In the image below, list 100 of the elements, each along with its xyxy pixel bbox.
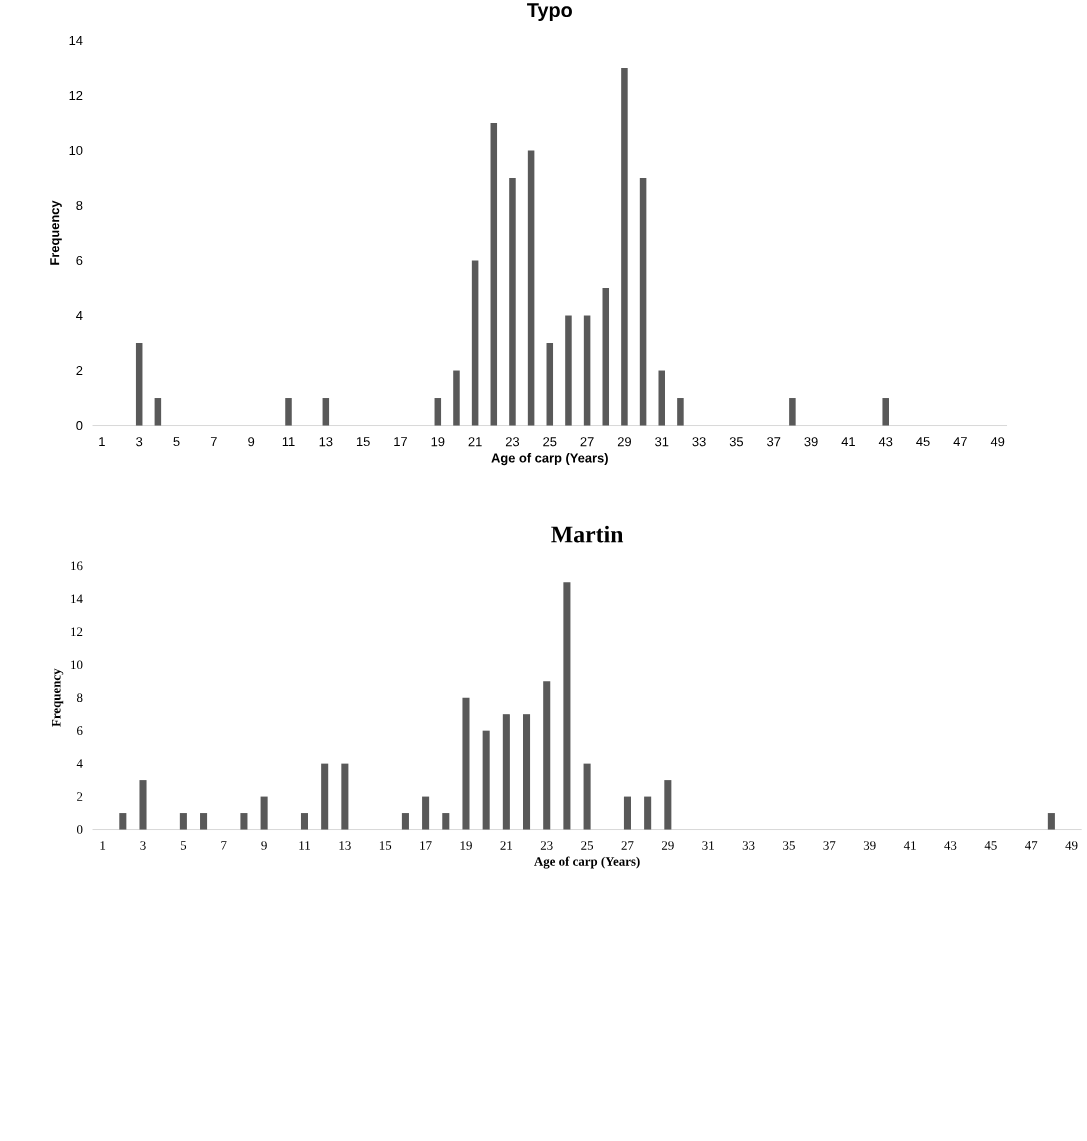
bar	[322, 398, 330, 426]
bar	[434, 398, 442, 426]
x-tick-label: 11	[282, 437, 295, 446]
x-tick-label: 47	[1025, 841, 1038, 850]
bar	[453, 370, 460, 426]
y-tick-label: 14	[71, 594, 83, 604]
y-tick-label: 0	[76, 420, 83, 431]
x-tick-label: 13	[339, 841, 351, 850]
x-tick-label: 3	[136, 437, 143, 447]
bar	[563, 582, 571, 830]
bar	[621, 67, 628, 426]
x-tick-label: 33	[692, 437, 706, 447]
x-tick-label: 37	[823, 841, 836, 850]
x-tick-label: 9	[261, 841, 267, 850]
x-tick-label: 49	[1065, 841, 1078, 850]
bar	[462, 697, 470, 830]
chart-title: Typo	[527, 3, 573, 22]
bar	[341, 763, 349, 830]
x-tick-label: 43	[944, 841, 957, 850]
bar	[482, 730, 490, 830]
y-tick-label: 10	[71, 660, 83, 670]
x-tick-label: 7	[221, 841, 227, 850]
bar	[321, 763, 329, 830]
x-tick-label: 25	[543, 437, 557, 447]
x-tick-label: 23	[541, 841, 553, 850]
bar	[490, 122, 498, 426]
x-axis-title: Age of carp (Years)	[491, 453, 609, 466]
bar	[583, 763, 591, 830]
x-tick-label: 21	[500, 841, 513, 850]
y-tick-label: 6	[76, 255, 83, 266]
bar	[584, 315, 591, 426]
bar	[200, 813, 208, 830]
x-tick-label: 27	[621, 841, 634, 850]
y-tick-label: 0	[77, 825, 83, 834]
x-tick-label: 25	[581, 841, 594, 850]
y-tick-label: 10	[69, 145, 83, 156]
x-tick-label: 49	[991, 437, 1005, 447]
bar	[882, 398, 890, 426]
bar	[528, 150, 535, 426]
x-tick-label: 1	[100, 841, 106, 850]
x-tick-label: 29	[618, 437, 632, 447]
bar	[402, 813, 410, 830]
x-tick-label: 35	[783, 841, 796, 850]
bar	[442, 813, 450, 830]
x-tick-label: 31	[655, 437, 669, 447]
y-tick-label: 8	[76, 200, 83, 211]
x-tick-label: 43	[879, 437, 893, 447]
chart-title: Martin	[551, 525, 624, 543]
x-tick-label: 29	[662, 841, 674, 850]
y-tick-label: 2	[76, 366, 83, 376]
x-tick-label: 15	[380, 841, 392, 850]
y-tick-label: 4	[76, 759, 83, 768]
bar	[640, 177, 647, 426]
y-tick-label: 2	[77, 792, 83, 801]
bar	[136, 343, 143, 426]
bar	[602, 288, 610, 426]
y-tick-label: 14	[69, 36, 83, 45]
bar	[285, 398, 292, 426]
x-tick-label: 11	[299, 841, 311, 850]
x-tick-label: 39	[864, 841, 876, 850]
bar	[154, 398, 162, 426]
x-axis-title: Age of carp (Years)	[534, 856, 640, 869]
bar	[658, 370, 666, 426]
x-tick-label: 35	[729, 437, 744, 447]
bar	[644, 796, 652, 830]
y-tick-label: 12	[69, 90, 83, 100]
x-tick-label: 33	[742, 841, 755, 850]
bar	[523, 714, 531, 830]
bar	[789, 398, 796, 426]
bar	[260, 796, 268, 830]
y-tick-label: 12	[71, 627, 83, 637]
x-tick-label: 41	[904, 841, 916, 850]
x-tick-label: 9	[248, 437, 255, 447]
x-tick-label: 15	[357, 437, 370, 447]
bar	[1048, 813, 1056, 830]
x-tick-label: 23	[506, 437, 520, 447]
x-tick-label: 1	[99, 437, 106, 446]
x-tick-label: 3	[140, 841, 146, 850]
x-tick-label: 37	[767, 437, 781, 447]
x-tick-label: 39	[804, 437, 818, 447]
x-tick-label: 5	[181, 841, 187, 850]
x-tick-label: 41	[841, 437, 856, 446]
x-tick-label: 19	[431, 437, 445, 447]
x-tick-label: 17	[420, 841, 432, 850]
y-tick-label: 4	[76, 311, 83, 320]
x-tick-label: 47	[953, 437, 968, 446]
x-tick-label: 45	[984, 841, 997, 850]
bar	[119, 813, 127, 830]
bar	[180, 813, 188, 830]
y-axis-title: Frequency	[52, 668, 64, 727]
x-tick-label: 19	[460, 841, 473, 850]
x-tick-label: 31	[702, 841, 715, 850]
bar	[677, 398, 684, 426]
bar	[472, 260, 479, 426]
y-axis-title: Frequency	[50, 200, 62, 265]
bar	[565, 315, 572, 426]
bar	[624, 796, 632, 830]
bar	[543, 681, 551, 830]
bar	[664, 780, 672, 830]
x-tick-label: 21	[468, 437, 482, 447]
